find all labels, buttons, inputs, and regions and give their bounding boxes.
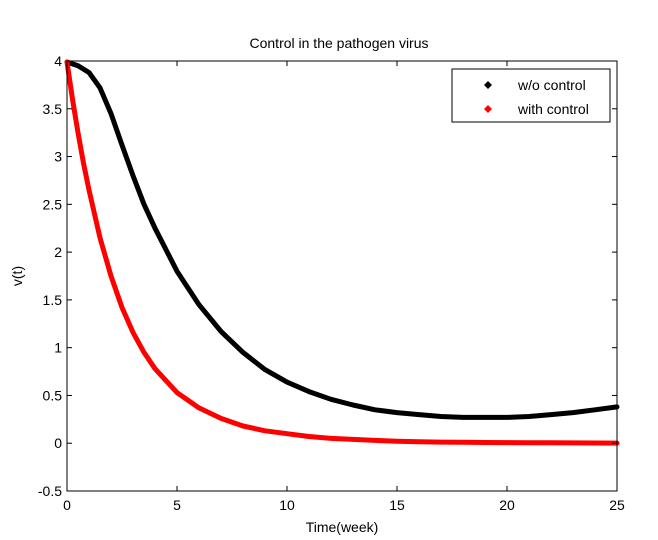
y-tick-label: 1.5 bbox=[43, 292, 63, 308]
x-tick-label: 20 bbox=[499, 497, 515, 513]
x-axis: 0 5 10 15 20 25 bbox=[63, 61, 625, 513]
y-axis: -0.5 0 0.5 1 1.5 2 2.5 3 3.5 4 bbox=[38, 53, 617, 499]
legend-box bbox=[451, 68, 611, 123]
y-tick-label: 0 bbox=[54, 435, 62, 451]
y-tick-label: 0.5 bbox=[43, 387, 63, 403]
y-tick-label: -0.5 bbox=[38, 483, 62, 499]
y-tick-label: 2.5 bbox=[43, 196, 63, 212]
y-tick-label: 3 bbox=[54, 149, 62, 165]
x-tick-label: 15 bbox=[389, 497, 405, 513]
legend-marker bbox=[484, 105, 492, 113]
x-tick-label: 0 bbox=[63, 497, 71, 513]
legend: w/o control with control bbox=[451, 68, 611, 123]
y-tick-label: 4 bbox=[54, 53, 62, 69]
y-tick-label: 2 bbox=[54, 244, 62, 260]
x-tick-label: 25 bbox=[609, 497, 625, 513]
x-axis-label: Time(week) bbox=[306, 519, 379, 535]
series-layer bbox=[64, 59, 620, 446]
x-tick-label: 5 bbox=[173, 497, 181, 513]
series-line-with-control bbox=[64, 59, 620, 446]
plot-frame bbox=[66, 60, 618, 492]
chart-title: Control in the pathogen virus bbox=[250, 35, 429, 51]
series-line-without-control bbox=[64, 59, 620, 420]
y-tick-label: 3.5 bbox=[43, 101, 63, 117]
y-axis-label: v(t) bbox=[9, 266, 25, 286]
legend-label: with control bbox=[517, 101, 589, 117]
y-tick-label: 1 bbox=[54, 340, 62, 356]
legend-label: w/o control bbox=[517, 77, 586, 93]
x-tick-label: 10 bbox=[279, 497, 295, 513]
plot-area bbox=[67, 61, 617, 491]
legend-marker bbox=[484, 81, 492, 89]
